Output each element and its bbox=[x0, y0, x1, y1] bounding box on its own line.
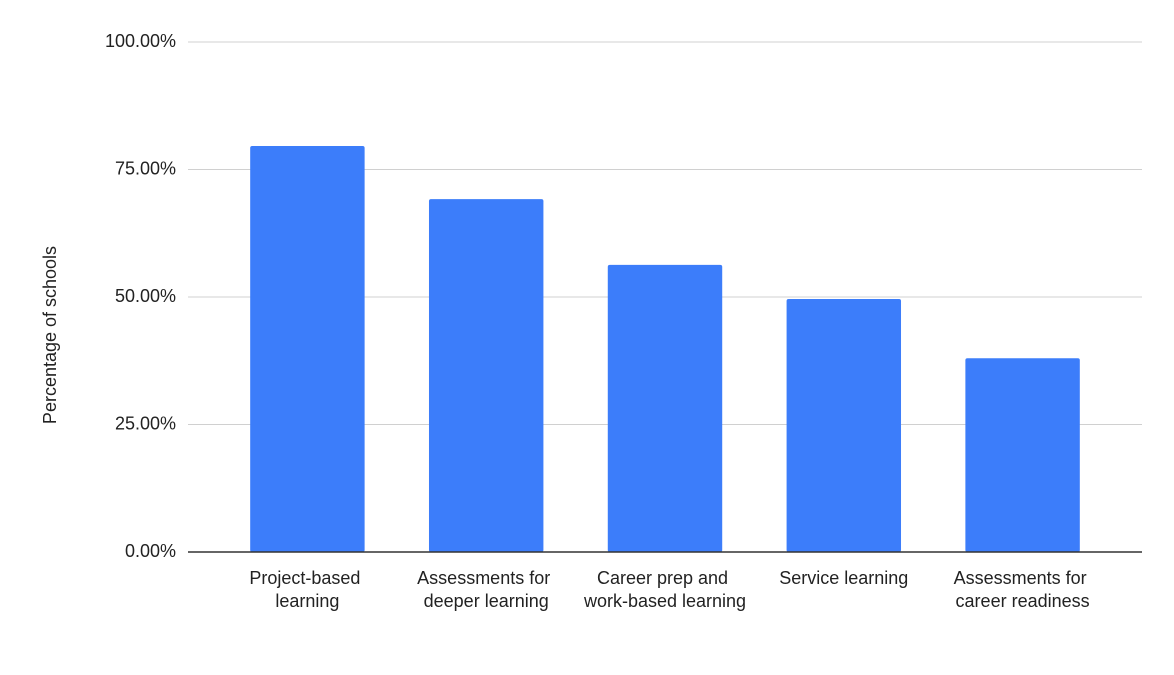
x-tick-label: Career prep and work-based learning bbox=[583, 568, 746, 611]
y-tick-label: 0.00% bbox=[125, 541, 176, 561]
bar bbox=[607, 264, 723, 552]
x-tick-label: Assessments for career readiness bbox=[954, 568, 1092, 611]
x-tick-label: Project-based learning bbox=[249, 568, 365, 611]
bar bbox=[250, 146, 365, 553]
bar bbox=[428, 199, 544, 552]
y-tick-label: 100.00% bbox=[105, 31, 176, 51]
y-axis-title: Percentage of schools bbox=[40, 246, 60, 424]
x-tick-label: Service learning bbox=[779, 568, 908, 588]
y-tick-label: 25.00% bbox=[115, 413, 176, 433]
bar bbox=[965, 358, 1080, 552]
x-tick-label: Assessments for deeper learning bbox=[417, 568, 555, 611]
y-tick-label: 50.00% bbox=[115, 286, 176, 306]
y-tick-label: 75.00% bbox=[115, 158, 176, 178]
bar bbox=[786, 299, 902, 552]
